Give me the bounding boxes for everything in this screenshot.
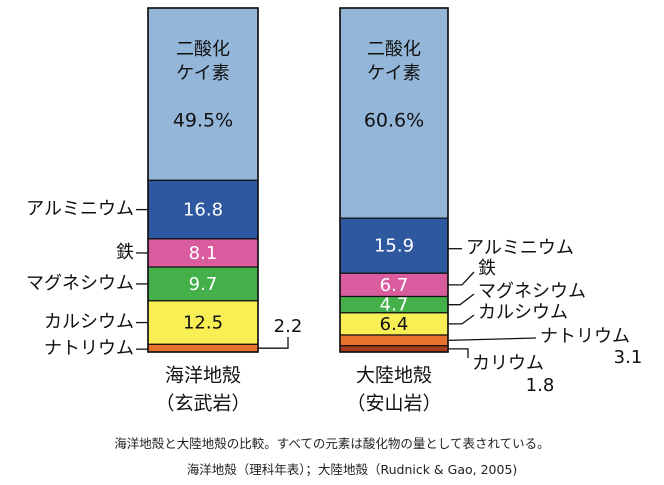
leader-line [258,337,289,349]
column-frame [147,7,259,353]
segment-0-2 [147,238,259,268]
value-label-outside: 3.1 [614,347,643,368]
leader-line [447,337,537,342]
value-label: 12.5 [183,313,223,334]
leader-line [448,314,475,325]
segment-0-5 [147,343,259,353]
leader-line [448,348,469,358]
silica-label: 二酸化 [367,39,421,60]
component-label: アルミニウム [26,199,134,220]
component-label: アルミニウム [466,238,574,259]
column-subtitle: （玄武岩） [155,393,250,415]
silica-label: ケイ素 [367,63,421,84]
column-frame [339,7,449,353]
leader-line [448,271,475,286]
leader-line [448,293,475,306]
segment-1-5 [339,334,449,347]
component-label: ナトリウム [44,338,134,359]
value-label: 4.7 [380,295,409,316]
value-label: 60.6% [364,110,424,132]
column-title: 大陸地殻 [356,365,432,387]
component-label: 鉄 [116,242,134,263]
segment-0-1 [147,179,259,240]
component-label: カリウム [472,353,544,374]
component-label: ナトリウム [540,326,630,347]
value-label: 16.8 [183,200,223,221]
value-label: 15.9 [374,236,414,257]
value-label: 6.7 [380,275,409,296]
column-title: 海洋地殻 [165,365,241,387]
silica-label: 二酸化 [176,39,230,60]
component-label: カルシウム [44,312,134,333]
value-label-outside: 1.8 [526,375,555,396]
value-label: 49.5% [173,110,233,132]
segment-1-6 [339,345,449,353]
component-label: カルシウム [478,302,568,323]
value-label: 8.1 [189,243,218,264]
segment-1-0 [339,7,449,219]
component-label: マグネシウム [26,273,134,294]
value-label: 6.4 [380,314,409,335]
component-label: 鉄 [478,258,496,279]
silica-label: ケイ素 [176,63,230,84]
value-label: 9.7 [189,274,218,295]
source-note: 海洋地殻（理科年表）；大陸地殻（Rudnick & Gao, 2005) [186,462,518,477]
caption: 海洋地殻と大陸地殻の比較。すべての元素は酸化物の量として表されている。 [114,436,550,451]
segment-0-0 [147,7,259,181]
column-subtitle: （安山岩） [346,393,441,415]
component-label: マグネシウム [478,281,586,302]
segment-1-1 [339,217,449,274]
value-label-outside: 2.2 [274,316,303,337]
